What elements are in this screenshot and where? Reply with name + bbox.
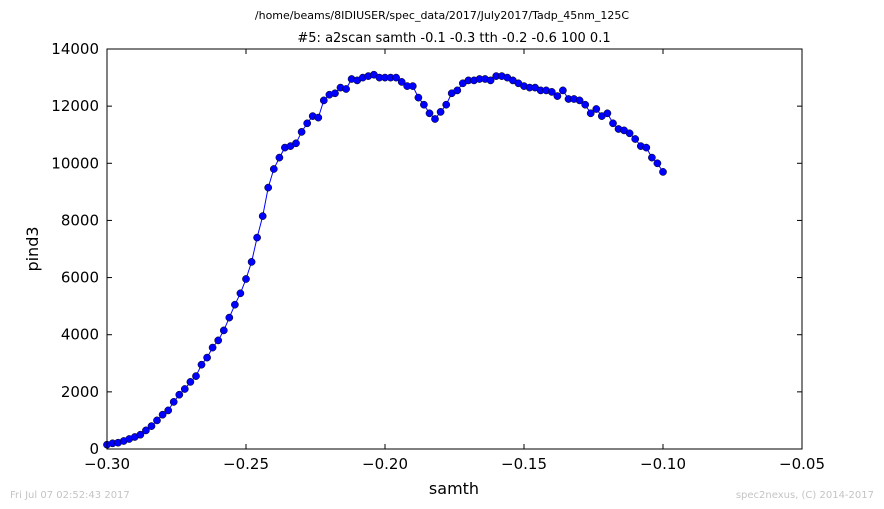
y-tick-label: 6000 xyxy=(61,269,99,287)
data-point xyxy=(581,100,590,109)
data-point xyxy=(269,165,278,173)
data-point xyxy=(186,378,195,386)
chart-title: #5: a2scan samth -0.1 -0.3 tth -0.2 -0.6… xyxy=(297,31,610,46)
file-path-title: /home/beams/8IDIUSER/spec_data/2017/July… xyxy=(255,9,630,22)
data-point xyxy=(164,406,173,415)
data-point xyxy=(275,153,284,162)
y-tick-label: 8000 xyxy=(61,211,99,229)
data-point xyxy=(586,109,595,118)
data-point xyxy=(559,86,567,95)
data-point xyxy=(142,426,150,435)
data-point xyxy=(486,76,495,85)
data-point xyxy=(264,183,273,192)
y-tick-label: 0 xyxy=(89,440,99,458)
data-point xyxy=(397,78,406,86)
data-point xyxy=(225,313,234,322)
footer-timestamp: Fri Jul 07 02:52:43 2017 xyxy=(10,490,130,501)
data-point xyxy=(442,100,451,109)
data-point xyxy=(175,390,184,399)
data-point xyxy=(253,233,261,242)
x-tick-label: −0.15 xyxy=(501,455,547,473)
y-tick-label: 2000 xyxy=(61,383,99,401)
data-point xyxy=(625,129,634,138)
data-point xyxy=(153,416,161,425)
data-point xyxy=(342,85,350,93)
data-point xyxy=(208,343,217,352)
data-point xyxy=(547,88,556,96)
data-point xyxy=(314,113,323,122)
x-tick-label: −0.25 xyxy=(223,455,269,473)
y-axis-label: pind3 xyxy=(23,226,42,271)
x-tick-label: −0.10 xyxy=(640,455,686,473)
data-point xyxy=(431,115,439,123)
data-point xyxy=(575,96,584,105)
data-point xyxy=(192,372,200,380)
x-tick-label: −0.05 xyxy=(779,455,825,473)
footer-credit: spec2nexus, (C) 2014-2017 xyxy=(736,490,874,501)
x-axis: −0.30 −0.25 −0.20 −0.15 −0.10 −0.05 xyxy=(84,49,825,473)
data-point xyxy=(303,119,312,128)
data-point xyxy=(553,92,562,100)
data-point xyxy=(180,385,189,393)
data-point xyxy=(653,159,662,168)
data-point xyxy=(169,398,178,406)
series-line xyxy=(106,74,664,446)
data-point xyxy=(236,289,245,298)
data-point xyxy=(197,360,206,369)
x-tick-label: −0.20 xyxy=(362,455,408,473)
data-point xyxy=(659,168,667,176)
y-tick-label: 10000 xyxy=(51,154,99,172)
data-point xyxy=(297,128,306,136)
data-point xyxy=(319,96,328,105)
y-axis: 0 2000 4000 6000 8000 10000 12000 14000 xyxy=(51,40,802,458)
data-point xyxy=(331,89,339,98)
data-point xyxy=(214,336,223,345)
data-point xyxy=(203,353,211,362)
data-point xyxy=(642,143,651,152)
data-point xyxy=(648,153,656,162)
plot-marks xyxy=(103,70,667,449)
data-point xyxy=(408,82,417,90)
data-point xyxy=(436,108,445,116)
data-point xyxy=(392,73,400,82)
data-point xyxy=(231,300,239,309)
y-tick-label: 12000 xyxy=(51,97,99,115)
plot-frame xyxy=(106,48,803,450)
data-point xyxy=(247,258,256,266)
data-point xyxy=(425,109,434,118)
data-point xyxy=(242,275,250,283)
data-point xyxy=(592,105,601,113)
y-tick-label: 14000 xyxy=(51,40,99,58)
data-point xyxy=(609,119,617,128)
data-point xyxy=(414,93,423,102)
data-point xyxy=(136,430,145,439)
y-tick-label: 4000 xyxy=(61,326,99,344)
data-point xyxy=(147,422,156,430)
data-point xyxy=(453,86,462,95)
data-point xyxy=(420,100,428,109)
x-axis-label: samth xyxy=(429,479,479,498)
data-point xyxy=(158,410,167,419)
data-point xyxy=(258,212,267,220)
x-tick-label: −0.30 xyxy=(84,455,130,473)
data-point xyxy=(631,135,640,143)
data-point xyxy=(219,326,228,335)
data-point xyxy=(603,109,612,118)
data-point xyxy=(292,139,300,148)
